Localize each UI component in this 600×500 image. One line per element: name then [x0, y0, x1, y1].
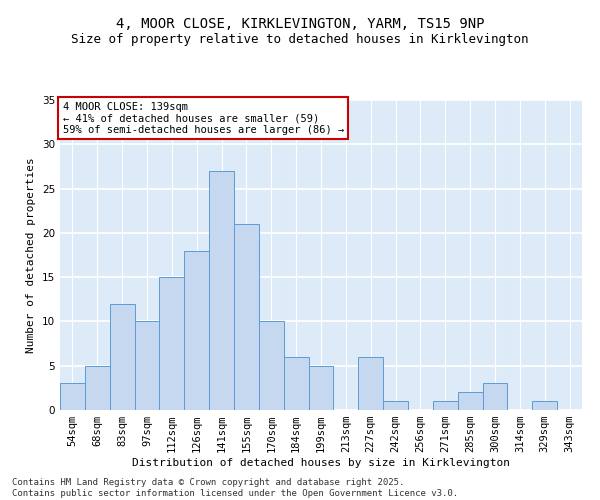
Text: 4 MOOR CLOSE: 139sqm
← 41% of detached houses are smaller (59)
59% of semi-detac: 4 MOOR CLOSE: 139sqm ← 41% of detached h… [62, 102, 344, 134]
Bar [85, 366, 110, 410]
Bar [308, 366, 334, 410]
Bar [259, 322, 284, 410]
Bar [383, 401, 408, 410]
Bar [532, 401, 557, 410]
Bar [134, 322, 160, 410]
Bar [482, 384, 508, 410]
Bar [60, 384, 85, 410]
Y-axis label: Number of detached properties: Number of detached properties [26, 157, 37, 353]
Text: Size of property relative to detached houses in Kirklevington: Size of property relative to detached ho… [71, 32, 529, 46]
Bar [458, 392, 482, 410]
X-axis label: Distribution of detached houses by size in Kirklevington: Distribution of detached houses by size … [132, 458, 510, 468]
Bar [433, 401, 458, 410]
Bar [184, 250, 209, 410]
Bar [358, 357, 383, 410]
Text: 4, MOOR CLOSE, KIRKLEVINGTON, YARM, TS15 9NP: 4, MOOR CLOSE, KIRKLEVINGTON, YARM, TS15… [116, 18, 484, 32]
Text: Contains HM Land Registry data © Crown copyright and database right 2025.
Contai: Contains HM Land Registry data © Crown c… [12, 478, 458, 498]
Bar [284, 357, 308, 410]
Bar [160, 277, 184, 410]
Bar [209, 171, 234, 410]
Bar [234, 224, 259, 410]
Bar [110, 304, 134, 410]
